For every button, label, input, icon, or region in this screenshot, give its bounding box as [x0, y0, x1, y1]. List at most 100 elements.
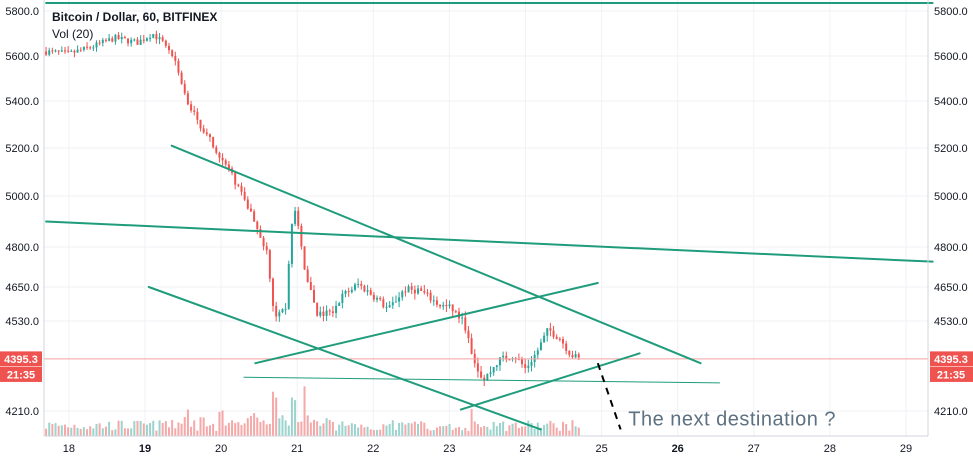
candlesticks: [45, 30, 580, 387]
candle-body: [89, 47, 92, 49]
volume-bar: [234, 423, 237, 436]
candle-body: [237, 184, 240, 186]
volume-bar: [168, 427, 171, 436]
candle-body: [290, 223, 293, 264]
volume-bar: [480, 427, 483, 436]
volume-bar: [372, 430, 375, 436]
volume-bar: [174, 428, 177, 436]
volume-bar: [265, 424, 268, 436]
candle-body: [51, 50, 54, 52]
volume-bar: [420, 421, 423, 436]
y-tick-label-left: 5000.0: [5, 191, 39, 203]
volume-bar: [152, 420, 155, 436]
candle-body: [489, 372, 492, 374]
candle-body: [303, 246, 306, 270]
volume-bar: [130, 428, 133, 436]
price-badge-left-text: 21:35: [7, 369, 35, 381]
candle-body: [372, 294, 375, 300]
volume-bar: [275, 397, 278, 436]
candle-body: [423, 290, 426, 293]
volume-bar: [410, 423, 413, 436]
candle-body: [158, 37, 161, 40]
x-tick-label: 26: [672, 443, 684, 455]
volume-bar: [382, 424, 385, 436]
candle-body: [259, 228, 262, 238]
volume-bar: [70, 427, 73, 436]
volume-bar: [218, 411, 221, 436]
volume-bar: [287, 425, 290, 436]
y-tick-label-left: 4650.0: [5, 282, 39, 294]
candle-body: [224, 160, 227, 165]
volume-bar: [227, 422, 230, 436]
volume-bar: [86, 429, 89, 436]
volume-bar: [464, 427, 467, 436]
candle-body: [470, 338, 473, 354]
drawn-trendlines[interactable]: [45, 2, 934, 431]
volume-bar: [476, 424, 479, 436]
candle-body: [155, 34, 158, 40]
volume-bar: [89, 426, 92, 436]
volume-bar: [366, 426, 369, 436]
volume-bar: [290, 397, 293, 436]
x-tick-label: 27: [748, 443, 760, 455]
volume-bar: [186, 409, 189, 436]
candle-body: [568, 350, 571, 355]
candle-body: [294, 210, 297, 224]
volume-bar: [98, 423, 101, 436]
candle-body: [256, 221, 259, 229]
rising-channel-lower: [459, 352, 641, 411]
candle-body: [502, 355, 505, 358]
candle-body: [164, 40, 167, 46]
grid: [44, 0, 928, 436]
volume-bar: [297, 422, 300, 436]
volume-bar: [322, 423, 325, 436]
volume-bar: [350, 423, 353, 436]
volume-bar: [543, 424, 546, 436]
candle-body: [398, 297, 401, 302]
candle-body: [552, 330, 555, 337]
volume-bar: [562, 421, 565, 436]
y-tick-label-left: 5800.0: [5, 6, 39, 18]
candle-body: [565, 343, 568, 351]
left-price-scale[interactable]: 5800.0 5600.0 5400.0 5200.0 5000.0 4800.0 4650…: [5, 6, 39, 418]
candle-body: [190, 104, 193, 111]
volume-bar: [417, 424, 420, 436]
candle-body: [454, 311, 457, 313]
candle-body: [521, 359, 524, 365]
candle-body: [394, 301, 397, 303]
candle-body: [527, 365, 530, 369]
candle-body: [168, 45, 171, 51]
candle-body: [439, 304, 442, 307]
volume-bar: [445, 425, 448, 436]
right-price-scale[interactable]: 5800.0 5600.0 5400.0 5200.0 5000.0 4800.0 4650…: [934, 6, 968, 418]
volume-bar: [101, 428, 104, 436]
volume-bar: [429, 430, 432, 436]
volume-bar: [552, 423, 555, 436]
volume-bar: [171, 420, 174, 436]
candle-body: [171, 50, 174, 57]
volume-bar: [394, 429, 397, 436]
volume-bar: [527, 420, 530, 436]
candle-body: [218, 152, 221, 158]
candle-body: [401, 291, 404, 298]
volume-bar: [224, 425, 227, 436]
candle-body: [530, 362, 533, 366]
volume-bar: [502, 421, 505, 436]
y-tick-label-right: 5000.0: [934, 191, 968, 203]
candle-body: [505, 355, 508, 360]
candle-body: [429, 292, 432, 301]
time-scale[interactable]: 18 19 20 21 22 23 24 25 26 27 28 29: [63, 443, 912, 455]
volume-bar: [530, 423, 533, 436]
volume-bar: [533, 429, 536, 436]
volume-bar: [196, 430, 199, 436]
candle-body: [577, 354, 580, 358]
x-tick-label: 19: [139, 443, 151, 455]
volume-bar: [495, 426, 498, 436]
volume-bar: [73, 424, 76, 436]
candle-body: [196, 111, 199, 120]
price-badge-right: [930, 351, 973, 367]
candle-body: [268, 250, 271, 279]
volume-bar: [360, 424, 363, 436]
